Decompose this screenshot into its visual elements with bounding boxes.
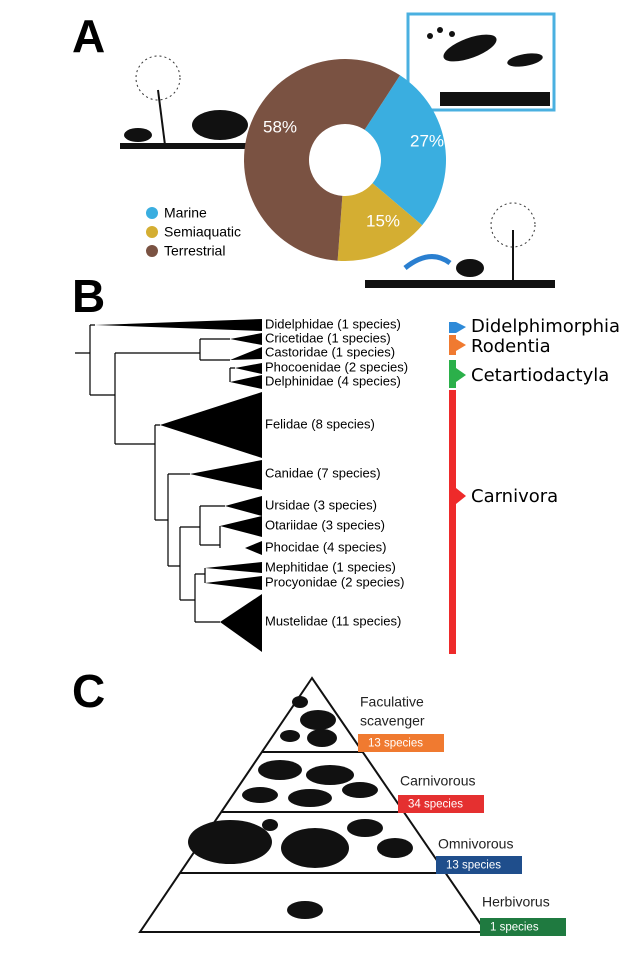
family-label: Phocoenidae (2 species) [265,359,408,374]
badge-label: 34 species [408,799,463,811]
species-badge [398,795,484,813]
order-label: Carnivora [471,486,558,507]
legend-swatch [146,226,158,238]
clade-triangles [95,319,262,652]
family-label: Felidae (8 species) [265,416,375,431]
donut-slice [364,75,446,226]
tree-branches [75,324,235,623]
family-label: Canidae (7 species) [265,465,381,480]
badge-label: 13 species [446,860,501,872]
order-label: Cetartiodactyla [471,365,609,386]
family-label: Castoridae (1 species) [265,344,395,359]
semiaquatic-silhouettes [365,202,555,288]
legend-label: Semiaquatic [164,224,241,240]
species-badge [436,856,522,874]
species-badge [358,734,444,752]
legend-label: Terrestrial [164,243,225,259]
legend-swatch [146,245,158,257]
legend-swatch [146,207,158,219]
family-label: Didelphidae (1 species) [265,316,401,331]
slice-label: 58% [263,117,297,136]
panel-label: B [72,270,105,322]
order-label: Rodentia [471,336,551,357]
family-label: Delphinidae (4 species) [265,373,401,388]
family-label: Ursidae (3 species) [265,497,377,512]
family-label: Cricetidae (1 species) [265,330,391,345]
panel-label: C [72,665,105,717]
family-label: Procyonidae (2 species) [265,574,404,589]
pyramid-silhouettes [188,696,413,919]
badge-label: 1 species [490,922,539,934]
family-label: Otariidae (3 species) [265,517,385,532]
marine-silhouettes [427,27,550,106]
family-label: Phocidae (4 species) [265,539,386,554]
terrestrial-silhouettes [120,55,250,149]
species-badge [480,918,566,936]
panel-label: A [72,10,105,62]
level-label: scavenger [360,713,425,729]
level-label: Faculative [360,694,424,710]
legend-label: Marine [164,205,207,221]
slice-label: 15% [366,211,400,230]
slice-label: 27% [410,131,444,150]
badge-label: 13 species [368,738,423,750]
donut-chart: 27% 15% 58% [244,58,446,262]
family-label: Mephitidae (1 species) [265,559,396,574]
donut-slice [337,183,423,262]
level-label: Herbivorus [482,894,550,910]
donut-slice [244,58,401,261]
family-label: Mustelidae (11 species) [265,613,401,628]
legend: Marine Semiaquatic Terrestrial [146,205,241,259]
level-label: Omnivorous [438,836,513,852]
level-label: Carnivorous [400,773,475,789]
order-label: Didelphimorphia [471,316,620,337]
order-bars [449,322,466,654]
